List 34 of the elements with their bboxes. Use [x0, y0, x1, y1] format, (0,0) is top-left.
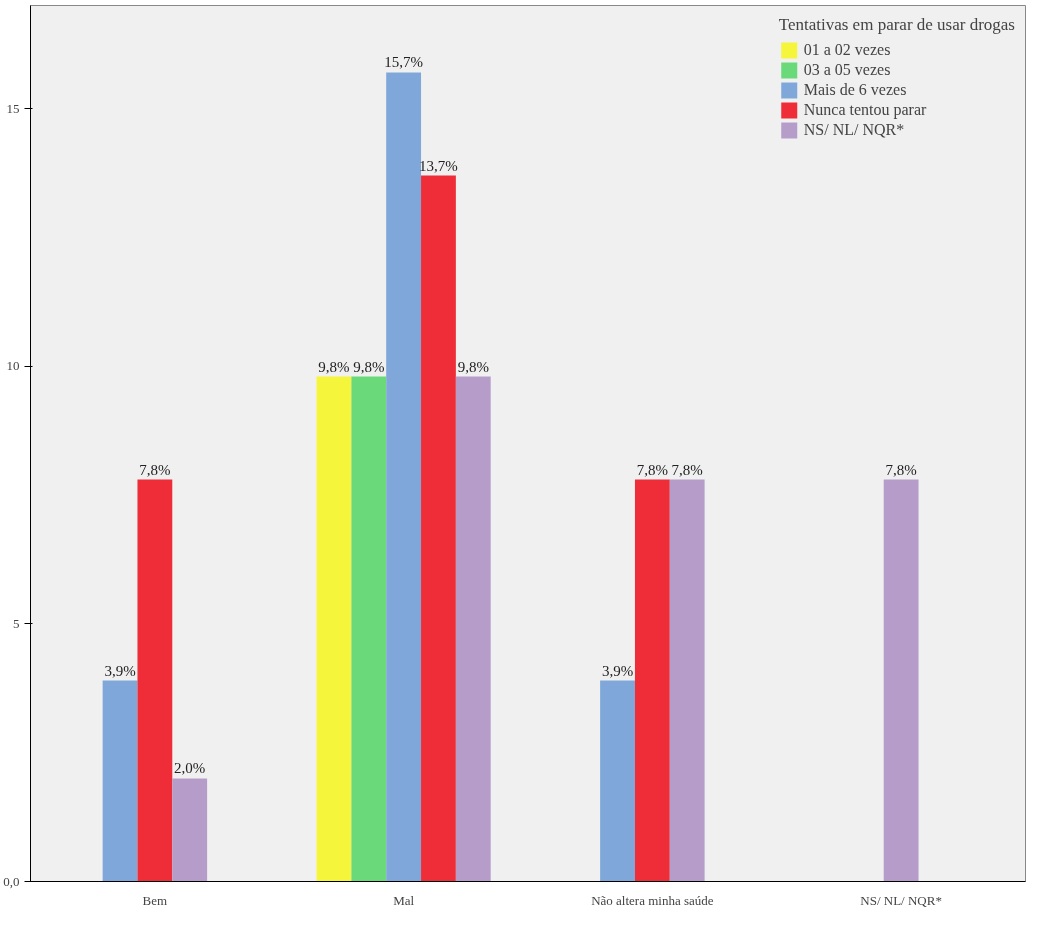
bar [102, 680, 138, 882]
data-label: 7,8% [139, 461, 171, 478]
data-label: 9,8% [353, 358, 385, 375]
y-tick-label: 15 [6, 100, 20, 116]
data-label: 3,9% [104, 662, 136, 679]
x-tick-label: Mal [393, 892, 415, 908]
data-label: 9,8% [457, 358, 489, 375]
data-label: 7,8% [885, 461, 917, 478]
bar [669, 479, 705, 882]
legend-label: Mais de 6 vezes [803, 80, 907, 100]
bar [351, 376, 387, 882]
x-tick-label: NS/ NL/ NQR* [860, 892, 942, 908]
legend-label: NS/ NL/ NQR* [803, 120, 905, 140]
bar [316, 376, 352, 882]
bar [137, 479, 173, 882]
y-tick-label: 0,0 [3, 873, 20, 889]
bar [600, 680, 635, 882]
bar [172, 778, 208, 882]
x-tick-label: Bem [142, 892, 168, 908]
data-label: 13,7% [419, 157, 458, 174]
data-label: 15,7% [384, 54, 423, 71]
legend-title: Tentativas em parar de usar drogas [778, 15, 1015, 35]
legend-label: Nunca tentou parar [803, 100, 927, 120]
legend-label: 03 a 05 vezes [803, 60, 891, 80]
data-label: 7,8% [636, 461, 668, 478]
y-tick-label: 10 [6, 358, 20, 374]
bar [634, 479, 670, 882]
data-label: 2,0% [174, 760, 206, 777]
data-label: 9,8% [318, 358, 350, 375]
legend-label: 01 a 02 vezes [803, 40, 891, 60]
data-label: 7,8% [671, 461, 703, 478]
data-label: 3,9% [601, 662, 634, 679]
y-tick-label: 5 [13, 615, 20, 631]
x-tick-label: Não altera minha saúde [591, 892, 714, 908]
